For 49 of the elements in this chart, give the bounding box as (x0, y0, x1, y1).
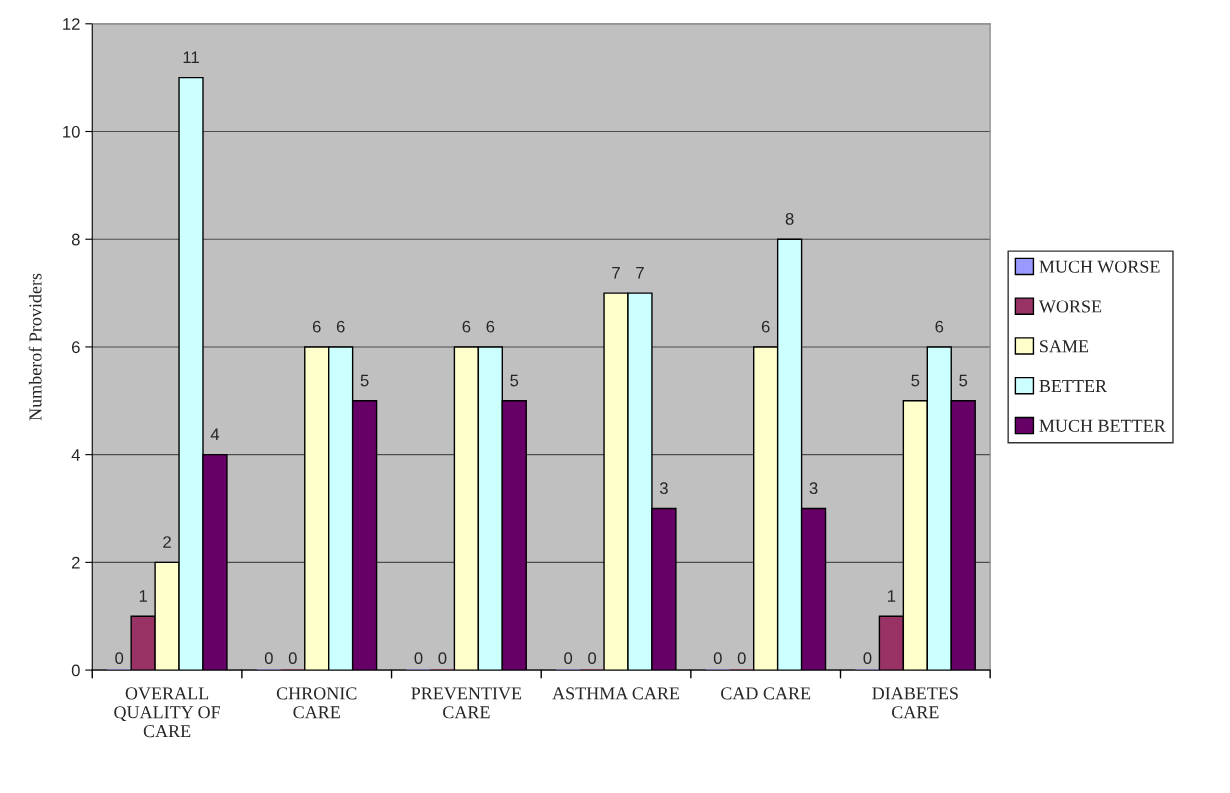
data-label: 0 (863, 652, 872, 665)
data-label: 0 (737, 652, 746, 665)
data-label: 8 (785, 213, 794, 225)
x-tick-label: PREVENTIVE CARE (411, 687, 522, 719)
x-tick-label: CAD CARE (721, 687, 811, 700)
y-tick-label: 6 (72, 341, 80, 354)
y-tick-label: 0 (71, 664, 80, 677)
data-label: 3 (659, 482, 668, 495)
data-label: 6 (462, 320, 471, 333)
data-label: 2 (163, 536, 171, 548)
legend-label: MUCH WORSE (1039, 260, 1160, 273)
data-label: 4 (210, 428, 220, 441)
data-label: 5 (510, 374, 519, 387)
data-label: 0 (264, 652, 273, 665)
legend-label: SAME (1040, 340, 1089, 353)
data-label: 6 (336, 320, 345, 333)
legend-label: MUCH BETTER (1039, 419, 1166, 432)
data-label: 1 (139, 590, 147, 602)
data-label: 5 (911, 374, 920, 387)
y-tick-label: 2 (72, 556, 80, 569)
x-tick-label: ASTHMA CARE (552, 687, 680, 700)
data-label: 7 (612, 267, 620, 279)
legend-label: WORSE (1038, 300, 1102, 313)
x-tick-label: OVERALL QUALITY OF CARE (114, 687, 220, 738)
data-label: 3 (809, 482, 818, 495)
data-label: 0 (564, 652, 573, 665)
data-label: 0 (414, 652, 423, 665)
data-label: 0 (115, 652, 124, 665)
data-label: 6 (935, 320, 944, 333)
data-label: 6 (486, 320, 495, 333)
data-label: 11 (183, 51, 199, 64)
y-tick-label: 12 (63, 18, 80, 30)
data-label: 0 (588, 652, 597, 665)
x-tick-label: DIABETES CARE (872, 687, 958, 719)
data-label: 0 (713, 652, 722, 665)
data-label: 7 (636, 267, 644, 279)
data-label: 6 (761, 320, 770, 333)
y-axis-title: Numberof Providers (28, 273, 42, 421)
x-tick-label: CHRONIC CARE (276, 687, 357, 719)
y-tick-label: 4 (71, 449, 80, 461)
data-label: 5 (959, 374, 968, 387)
y-tick-label: 10 (63, 125, 80, 138)
y-tick-label: 8 (71, 233, 80, 246)
legend-label: BETTER (1039, 380, 1108, 392)
data-label: 5 (360, 374, 369, 387)
data-label: 1 (888, 590, 896, 602)
data-label: 0 (288, 652, 297, 665)
data-label: 0 (438, 652, 447, 665)
data-label: 6 (312, 320, 321, 333)
